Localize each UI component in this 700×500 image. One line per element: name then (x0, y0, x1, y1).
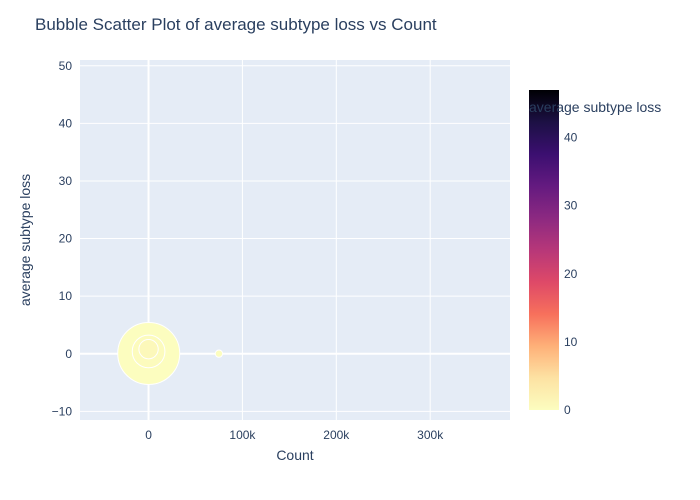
colorbar: 0 10 20 30 40 (529, 90, 578, 417)
y-tick-label: 10 (59, 289, 73, 303)
x-tick-label: 300k (417, 428, 444, 442)
colorbar-title: average subtype loss (529, 99, 661, 115)
y-tick-label: −10 (52, 404, 73, 418)
x-tick-label: 0 (145, 428, 152, 442)
x-axis-title: Count (276, 447, 313, 463)
colorbar-gradient (529, 90, 559, 410)
y-tick-label: 40 (59, 116, 73, 130)
y-axis-title: average subtype loss (17, 174, 33, 306)
bubble-point[interactable] (214, 349, 224, 358)
colorbar-tick-label: 10 (564, 335, 578, 349)
colorbar-tick-label: 20 (564, 267, 578, 281)
plot-area: 0 100k 200k 300k −10 0 10 20 30 40 50 (52, 59, 510, 442)
y-tick-label: 0 (65, 347, 72, 361)
chart-title: Bubble Scatter Plot of average subtype l… (35, 15, 437, 34)
colorbar-tick-label: 0 (564, 403, 571, 417)
y-tick-label: 50 (59, 59, 73, 73)
bubble-point[interactable] (138, 338, 159, 360)
y-tick-label: 20 (59, 232, 73, 246)
colorbar-tick-label: 30 (564, 199, 578, 213)
colorbar-tick-label: 40 (564, 131, 578, 145)
y-tick-label: 30 (59, 174, 73, 188)
x-tick-label: 100k (229, 428, 256, 442)
x-tick-label: 200k (323, 428, 350, 442)
